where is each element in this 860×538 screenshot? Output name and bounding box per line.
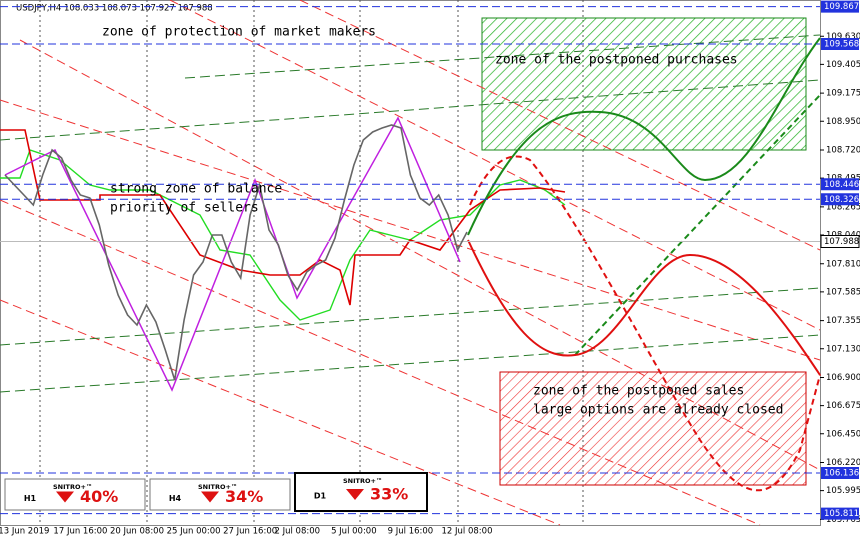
annotation: priority of sellers <box>110 201 259 216</box>
y-tick-label: 108.720 <box>826 146 860 156</box>
y-tick-label: 108.950 <box>826 117 860 127</box>
widget-arrow <box>346 489 364 500</box>
current-price-label: 107.988 <box>824 237 859 247</box>
widget-brand: SNITRO+™ <box>53 483 92 491</box>
widget-box <box>149 478 291 511</box>
annotation: zone of the postponed purchases <box>495 53 738 68</box>
level-box <box>821 193 859 206</box>
sales-zone <box>499 371 807 486</box>
y-tick-label: 107.355 <box>826 316 860 326</box>
y-tick-label: 106.900 <box>826 373 860 383</box>
widget-timeframe: D1 <box>314 492 327 501</box>
level-box <box>821 507 859 520</box>
x-tick-label: 12 Jul 08:00 <box>442 527 493 537</box>
level-label: 108.446 <box>824 180 859 190</box>
y-tick-label: 106.675 <box>826 401 860 411</box>
bear-forecast-dashed <box>469 155 821 492</box>
widget-value: 33% <box>370 485 408 504</box>
widget-brand: SNITRO+™ <box>198 483 237 491</box>
x-tick-label: 2 Jul 08:00 <box>274 527 320 537</box>
y-tick-label: 108.265 <box>826 202 860 212</box>
price-line <box>4 124 468 381</box>
y-tick-label: 109.630 <box>826 32 860 42</box>
widget-value: 34% <box>225 487 263 506</box>
bear-forecast <box>467 239 821 376</box>
y-tick-label: 106.450 <box>826 429 860 439</box>
current-price-box <box>820 235 860 248</box>
x-tick-label: 5 Jul 00:00 <box>331 527 377 537</box>
widget-box <box>4 478 146 511</box>
y-tick-label: 109.175 <box>826 89 860 99</box>
level-label: 108.326 <box>824 195 859 205</box>
level-label: 105.811 <box>824 509 859 519</box>
annotation: strong zone of balance <box>110 182 282 197</box>
y-tick-label: 106.220 <box>826 458 860 468</box>
y-tick-label: 109.405 <box>826 60 860 70</box>
annotation: large options are already closed <box>533 403 783 418</box>
base-line <box>0 129 566 306</box>
x-tick-label: 17 Jun 16:00 <box>53 527 107 537</box>
level-label: 109.867 <box>824 2 859 12</box>
annotation: zone of protection of market makers <box>102 25 376 40</box>
symbol-info: USDJPY,H4 108.033 108.073 107.927 107.98… <box>16 4 213 14</box>
widget-value: 40% <box>80 487 118 506</box>
x-tick-label: 27 Jun 16:00 <box>223 527 277 537</box>
channel-lines <box>0 0 821 526</box>
x-tick-label: 20 Jun 08:00 <box>110 527 164 537</box>
widget-timeframe: H4 <box>169 494 182 503</box>
green-channel <box>0 34 821 393</box>
annotation: zone of the postponed sales <box>533 384 744 399</box>
widget-brand: SNITRO+™ <box>343 477 382 485</box>
x-tick-label: 9 Jul 16:00 <box>388 527 434 537</box>
y-tick-label: 107.130 <box>826 344 860 354</box>
x-tick-label: 25 Jun 00:00 <box>167 527 221 537</box>
level-box <box>821 467 859 479</box>
level-box <box>821 38 859 50</box>
level-box <box>821 178 859 191</box>
y-tick-label: 105.765 <box>826 515 860 525</box>
y-tick-label: 107.585 <box>826 287 860 297</box>
zigzag <box>4 116 461 392</box>
widget-arrow <box>56 491 74 503</box>
widget-timeframe: H1 <box>24 494 37 503</box>
level-box <box>821 0 859 13</box>
bull-forecast <box>467 37 821 236</box>
cloud-span <box>0 149 566 321</box>
level-label: 106.136 <box>824 469 859 479</box>
x-tick-label: 13 Jun 2019 <box>0 527 49 537</box>
y-tick-label: 105.995 <box>826 486 860 496</box>
purchase-zone <box>481 17 807 151</box>
widget-arrow <box>201 491 219 503</box>
y-tick-label: 107.810 <box>826 259 860 269</box>
level-label: 109.568 <box>824 40 859 50</box>
